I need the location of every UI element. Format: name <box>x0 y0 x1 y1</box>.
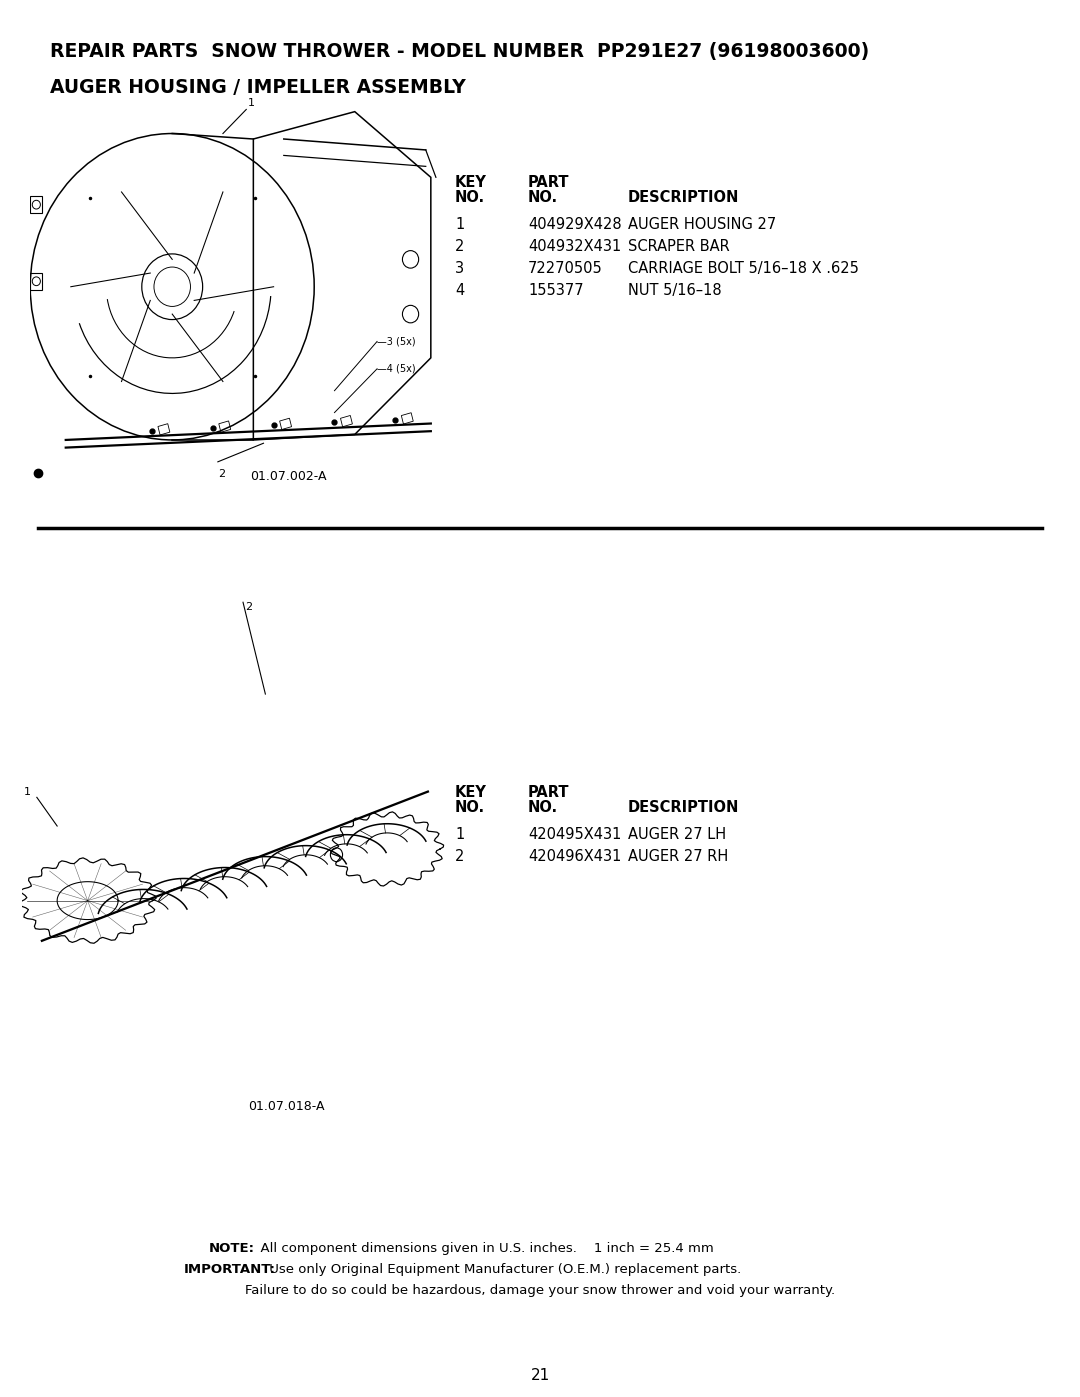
Bar <box>219 420 231 432</box>
Text: 420496X431: 420496X431 <box>528 849 621 863</box>
Text: NUT 5/16–18: NUT 5/16–18 <box>627 284 721 298</box>
Text: AUGER 27 LH: AUGER 27 LH <box>627 827 726 842</box>
Text: 1: 1 <box>455 217 464 232</box>
Text: 72270505: 72270505 <box>528 261 603 277</box>
Text: AUGER 27 RH: AUGER 27 RH <box>627 849 728 863</box>
Text: SCRAPER BAR: SCRAPER BAR <box>627 239 730 254</box>
Text: 01.07.018-A: 01.07.018-A <box>248 1099 324 1113</box>
Text: NOTE:: NOTE: <box>210 1242 255 1255</box>
Text: 1: 1 <box>24 787 30 796</box>
Text: DESCRIPTION: DESCRIPTION <box>627 190 740 205</box>
Text: 2: 2 <box>455 849 464 863</box>
Text: 3: 3 <box>455 261 464 277</box>
Text: CARRIAGE BOLT 5/16–18 X .625: CARRIAGE BOLT 5/16–18 X .625 <box>627 261 859 277</box>
Text: 4: 4 <box>455 284 464 298</box>
Text: 2: 2 <box>245 602 253 612</box>
Bar <box>340 415 352 426</box>
Text: 1: 1 <box>248 98 255 109</box>
Text: Failure to do so could be hazardous, damage your snow thrower and void your warr: Failure to do so could be hazardous, dam… <box>245 1284 835 1296</box>
Text: 01.07.002-A: 01.07.002-A <box>249 469 326 483</box>
Text: NO.: NO. <box>528 800 558 814</box>
Text: —3 (5x): —3 (5x) <box>377 337 416 346</box>
Text: 404932X431: 404932X431 <box>528 239 621 254</box>
Text: 404929X428: 404929X428 <box>528 217 622 232</box>
Text: 155377: 155377 <box>528 284 583 298</box>
Text: NO.: NO. <box>455 190 485 205</box>
Text: NO.: NO. <box>455 800 485 814</box>
Bar <box>30 272 42 291</box>
Text: AUGER HOUSING 27: AUGER HOUSING 27 <box>627 217 777 232</box>
Bar <box>402 412 414 425</box>
Text: PART: PART <box>528 175 569 190</box>
Text: PART: PART <box>528 785 569 800</box>
Text: DESCRIPTION: DESCRIPTION <box>627 800 740 814</box>
Text: KEY: KEY <box>455 175 487 190</box>
Bar <box>280 418 292 429</box>
Text: 420495X431: 420495X431 <box>528 827 621 842</box>
Text: All component dimensions given in U.S. inches.    1 inch = 25.4 mm: All component dimensions given in U.S. i… <box>252 1242 714 1255</box>
Bar <box>30 196 42 214</box>
Text: —4 (5x): —4 (5x) <box>377 363 416 374</box>
Bar <box>158 423 170 434</box>
Text: 1: 1 <box>455 827 464 842</box>
Text: NO.: NO. <box>528 190 558 205</box>
Text: IMPORTANT:: IMPORTANT: <box>184 1263 276 1275</box>
Text: AUGER HOUSING / IMPELLER ASSEMBLY: AUGER HOUSING / IMPELLER ASSEMBLY <box>50 78 465 96</box>
Text: 2: 2 <box>455 239 464 254</box>
Text: 2: 2 <box>218 469 225 479</box>
Text: KEY: KEY <box>455 785 487 800</box>
Text: Use only Original Equipment Manufacturer (O.E.M.) replacement parts.: Use only Original Equipment Manufacturer… <box>265 1263 741 1275</box>
Text: 21: 21 <box>530 1368 550 1383</box>
Text: REPAIR PARTS  SNOW THROWER - MODEL NUMBER  PP291E27 (96198003600): REPAIR PARTS SNOW THROWER - MODEL NUMBER… <box>50 42 869 61</box>
